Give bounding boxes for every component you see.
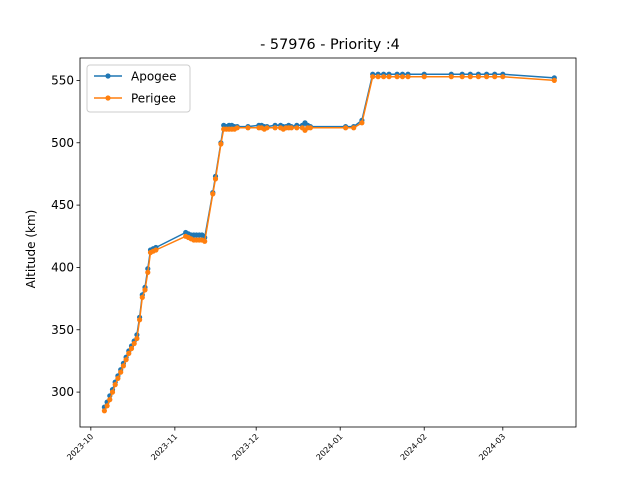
perigee-data-point [123, 357, 129, 363]
perigee-data-point [551, 77, 557, 83]
perigee-data-point [107, 397, 113, 403]
perigee-data-point [104, 403, 110, 409]
perigee-data-point [475, 74, 481, 80]
perigee-data-point [218, 141, 224, 147]
y-axis-ticks: 300 350 400 450 500 550 [51, 73, 80, 399]
perigee-data-point [307, 125, 313, 131]
legend-apogee-marker [105, 73, 111, 79]
perigee-data-point [131, 340, 137, 347]
perigee-data-point [399, 74, 406, 80]
perigee-data-point [272, 125, 278, 131]
plot-series [101, 71, 557, 414]
perigee-data-point [118, 369, 124, 375]
perigee-data-point [467, 74, 473, 80]
plot-frame [79, 57, 577, 428]
perigee-data-point [145, 269, 151, 275]
perigee-data-point [294, 125, 300, 131]
perigee-data-point [128, 345, 135, 352]
perigee-data-point [359, 120, 365, 126]
perigee-data-point [139, 294, 145, 300]
y-tick-label: 400 [51, 260, 74, 274]
perigee-data-point [288, 125, 294, 131]
perigee-data-point [137, 317, 143, 323]
perigee-data-point [264, 125, 270, 131]
perigee-data-point [386, 74, 392, 80]
perigee-data-point [134, 335, 140, 342]
perigee-data-point [212, 176, 219, 182]
perigee-data-point [112, 382, 118, 388]
y-tick-label: 500 [51, 136, 74, 150]
perigee-data-point [405, 74, 411, 80]
perigee-data-point [351, 125, 357, 131]
y-tick-label: 300 [51, 385, 74, 399]
perigee-data-point [120, 363, 126, 369]
legend-perigee-label: Perigee [131, 92, 176, 106]
perigee-data-point [421, 74, 427, 80]
perigee-data-point [142, 287, 148, 293]
perigee-data-point [394, 74, 400, 80]
chart-title: - 57976 - Priority :4 [260, 37, 400, 53]
perigee-data-point [101, 408, 107, 414]
perigee-data-point [448, 74, 454, 80]
perigee-data-point [375, 74, 381, 80]
y-tick-label: 350 [51, 323, 74, 337]
perigee-data-point [500, 74, 506, 80]
y-tick-label: 450 [51, 198, 74, 212]
legend-perigee-marker [105, 95, 111, 101]
perigee-data-point [484, 74, 490, 80]
perigee-data-point [126, 350, 132, 356]
perigee-data-point [153, 247, 159, 253]
perigee-data-point [245, 125, 251, 131]
perigee-data-point [210, 191, 216, 197]
perigee-data-point [459, 74, 465, 80]
perigee-data-point [343, 125, 349, 131]
y-tick-label: 550 [51, 73, 74, 87]
legend-apogee-label: Apogee [131, 70, 177, 84]
perigee-data-point [492, 74, 498, 80]
perigee-data-point [234, 125, 240, 131]
perigee-data-point [109, 389, 116, 395]
perigee-data-point [202, 238, 208, 244]
legend: Apogee Perigee [86, 64, 191, 113]
perigee-data-point [381, 74, 387, 80]
y-axis-label: Altitude (km) [24, 210, 38, 289]
perigee-data-point [115, 375, 121, 381]
perigee-data-point [370, 74, 376, 80]
